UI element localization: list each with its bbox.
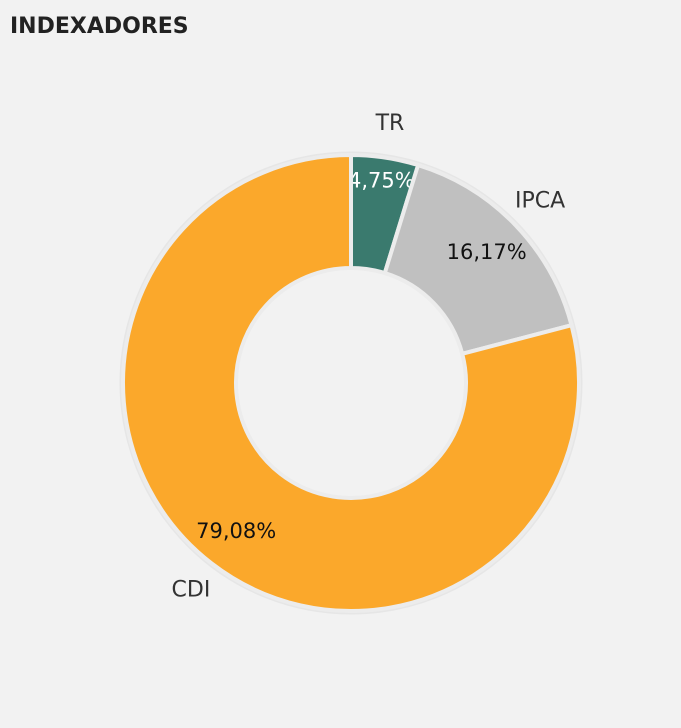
value-label: 16,17% (447, 240, 527, 264)
donut-slice (121, 152, 581, 613)
value-label: 79,08% (196, 519, 276, 543)
value-label: 4,75% (348, 168, 415, 192)
category-label: CDI (172, 577, 211, 602)
category-label: TR (375, 111, 405, 136)
category-label: IPCA (515, 189, 565, 214)
chart-title: INDEXADORES (10, 14, 189, 39)
donut-slice (382, 162, 574, 357)
value-label-box (345, 166, 418, 197)
